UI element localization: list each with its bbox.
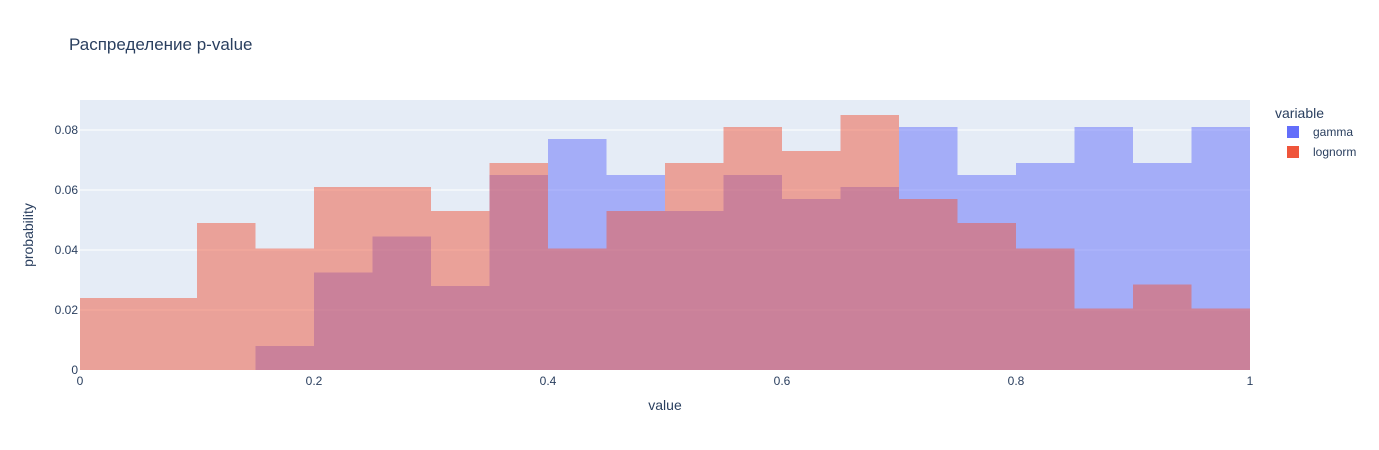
bar-lognorm — [1074, 308, 1133, 370]
bar-lognorm — [197, 223, 256, 370]
bar-lognorm — [80, 298, 139, 370]
bar-lognorm — [899, 199, 958, 370]
bar-lognorm — [665, 163, 724, 370]
x-axis-title: value — [648, 397, 682, 413]
x-tick-label: 0.6 — [774, 374, 791, 388]
bar-lognorm — [548, 248, 607, 370]
x-tick-label: 0.8 — [1008, 374, 1025, 388]
bar-lognorm — [314, 187, 373, 370]
y-tick-label: 0 — [71, 363, 78, 377]
legend-item-gamma[interactable]: gamma — [1287, 125, 1353, 139]
y-axis-title: probability — [20, 203, 36, 267]
x-tick-label: 0.2 — [306, 374, 323, 388]
legend-title: variable — [1275, 105, 1324, 121]
bar-lognorm — [138, 298, 197, 370]
legend-label: gamma — [1313, 125, 1353, 139]
y-tick-label: 0.08 — [55, 123, 79, 137]
bar-lognorm — [782, 151, 841, 370]
chart-title: Распределение p-value — [69, 35, 252, 54]
bar-lognorm — [606, 211, 665, 370]
legend: variable gamma lognorm — [1275, 105, 1356, 159]
bar-lognorm — [255, 248, 314, 370]
legend-label: lognorm — [1313, 145, 1356, 159]
bar-lognorm — [431, 211, 490, 370]
bar-lognorm — [1191, 308, 1250, 370]
y-tick-label: 0.02 — [55, 303, 79, 317]
x-tick-label: 1 — [1247, 374, 1254, 388]
x-tick-label: 0.4 — [540, 374, 557, 388]
legend-item-lognorm[interactable]: lognorm — [1287, 145, 1356, 159]
series-lognorm — [80, 115, 1250, 370]
bar-lognorm — [840, 115, 899, 370]
axis-ticks: 0 0.2 0.4 0.6 0.8 1 0 0.02 0.04 0.06 0.08 — [55, 123, 1254, 388]
y-tick-label: 0.06 — [55, 183, 79, 197]
legend-swatch — [1287, 146, 1299, 158]
bar-lognorm — [957, 223, 1016, 370]
bar-lognorm — [723, 127, 782, 370]
bar-lognorm — [1133, 284, 1192, 370]
bar-lognorm — [372, 187, 431, 370]
legend-swatch — [1287, 126, 1299, 138]
bars-layer — [80, 115, 1250, 370]
bar-lognorm — [489, 163, 548, 370]
x-tick-label: 0 — [77, 374, 84, 388]
y-tick-label: 0.04 — [55, 243, 79, 257]
bar-lognorm — [1016, 248, 1075, 370]
